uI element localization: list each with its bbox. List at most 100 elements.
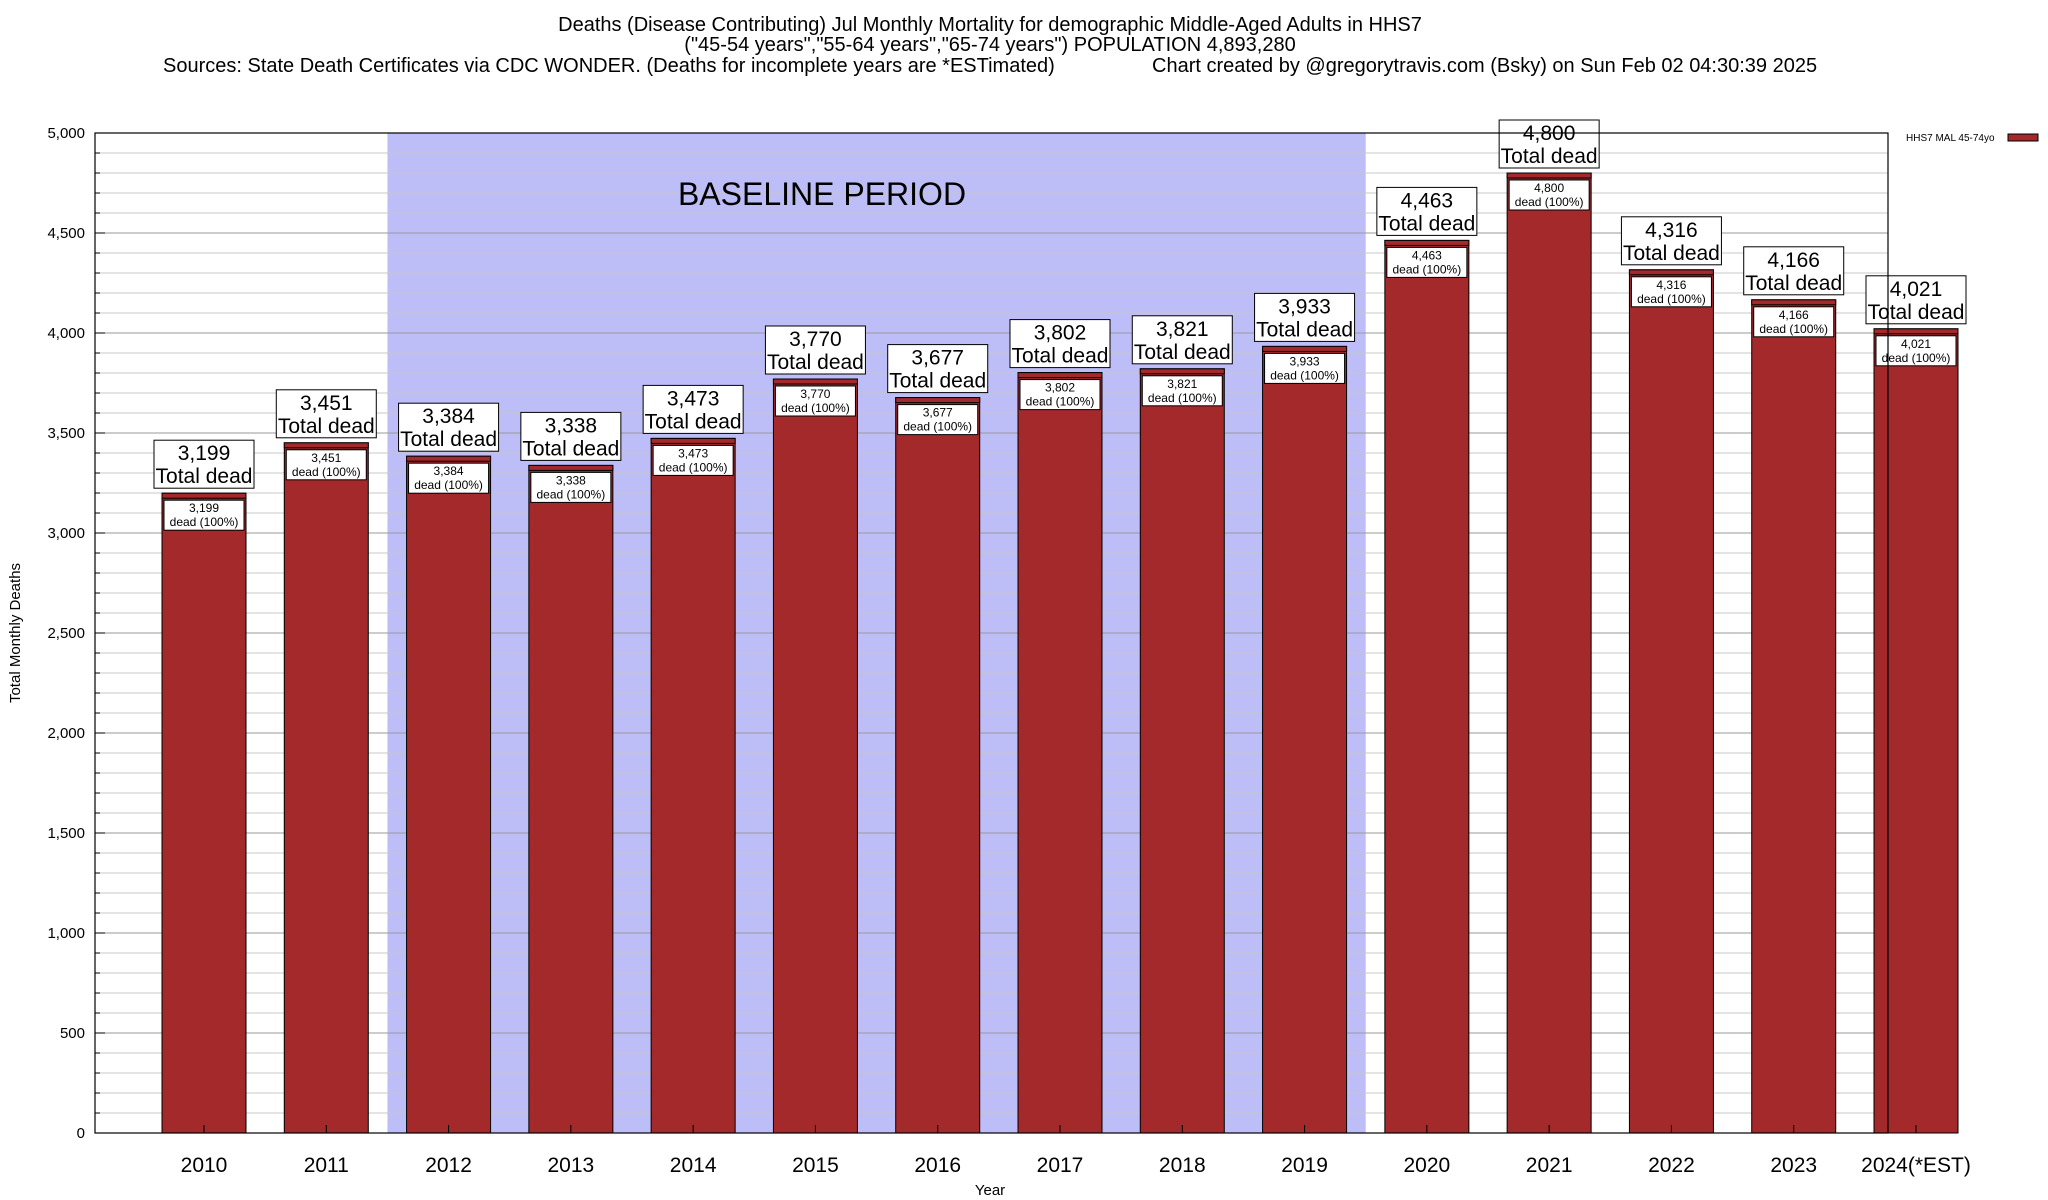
y-tick-label: 5,000 [47, 125, 85, 142]
bar [1017, 372, 1103, 1134]
bar-total-value: 3,821 [1156, 318, 1209, 341]
x-tick-label: 2010 [181, 1154, 228, 1177]
bar-total-value: 4,463 [1401, 189, 1454, 212]
x-axis-label: Year [975, 1182, 1005, 1199]
bar-inner-value: 3,677 [923, 406, 953, 420]
bar [772, 378, 858, 1134]
bar-inner-label-box [897, 404, 979, 436]
bar [1262, 345, 1348, 1134]
bar-cap [1384, 239, 1470, 246]
bar-inner-value: 3,933 [1290, 354, 1320, 368]
bar-total-label-box [1254, 292, 1356, 342]
bar-inner-label-box [1630, 276, 1712, 308]
x-tick-label: 2018 [1159, 1154, 1206, 1177]
bar-total-text: Total dead [889, 370, 986, 393]
bar-cap [1751, 299, 1837, 306]
bar-inner-share: dead (100%) [1392, 262, 1461, 276]
bar-cap [1873, 328, 1959, 335]
bar-total-text: Total dead [522, 437, 619, 460]
bar-cap [895, 397, 981, 404]
bar-inner-value: 3,384 [434, 464, 464, 478]
bar-inner-label-box [1875, 335, 1957, 367]
bar [283, 442, 369, 1134]
bar-total-text: Total dead [278, 415, 375, 438]
chart-title: Deaths (Disease Contributing) Jul Monthl… [558, 14, 1422, 36]
bar-inner-value: 3,821 [1167, 377, 1197, 391]
bar-inner-label-box [163, 499, 245, 531]
bar-total-text: Total dead [1501, 145, 1598, 168]
y-tick-label: 4,500 [47, 225, 85, 242]
bar-total-text: Total dead [156, 465, 253, 488]
bar [895, 397, 981, 1134]
bar-inner-share: dead (100%) [1515, 195, 1584, 209]
y-tick-label: 3,500 [47, 425, 85, 442]
bar-total-text: Total dead [1256, 318, 1353, 341]
bar-total-value: 3,451 [300, 392, 353, 415]
bar [1751, 299, 1837, 1134]
y-tick-label: 3,000 [47, 525, 85, 542]
bar-total-value: 3,473 [667, 387, 720, 410]
bar-cap [772, 378, 858, 385]
y-tick-label: 4,000 [47, 325, 85, 342]
bar [650, 437, 736, 1134]
legend-entry-label: HHS7 MAL 45-74yo [1906, 133, 1995, 144]
bar-total-text: Total dead [400, 428, 497, 451]
x-tick-label: 2021 [1526, 1154, 1573, 1177]
x-tick-label: 2012 [425, 1154, 472, 1177]
bar-inner-value: 4,316 [1656, 278, 1686, 292]
y-tick-label: 2,000 [47, 725, 85, 742]
bar-inner-share: dead (100%) [1882, 351, 1951, 365]
baseline-period-label: BASELINE PERIOD [678, 176, 966, 212]
bar-inner-value: 3,802 [1045, 381, 1075, 395]
bar-inner-value: 4,800 [1534, 181, 1564, 195]
bar-inner-share: dead (100%) [781, 401, 850, 415]
bar-total-label-box [1009, 319, 1111, 369]
bar-total-value: 3,338 [545, 414, 598, 437]
bar-total-label-box [1865, 275, 1967, 325]
bar-inner-label-box [1264, 352, 1346, 384]
bar-inner-share: dead (100%) [1637, 292, 1706, 306]
x-tick-label: 2019 [1281, 1154, 1328, 1177]
bar-total-value: 3,933 [1278, 295, 1331, 318]
y-tick-label: 500 [60, 1025, 85, 1042]
bar-inner-label-box [774, 385, 856, 417]
bar-total-value: 4,021 [1890, 278, 1943, 301]
bar [528, 464, 614, 1134]
bar-cap [406, 455, 492, 462]
x-tick-label: 2013 [547, 1154, 594, 1177]
bar-total-label-box [1376, 186, 1478, 236]
bar-total-text: Total dead [767, 351, 864, 374]
bar-cap [1262, 345, 1348, 352]
chart-subtitle: ("45-54 years","55-64 years","65-74 year… [684, 34, 1295, 56]
bar-inner-value: 4,463 [1412, 248, 1442, 262]
plot-frame [94, 132, 1889, 1134]
bar-total-text: Total dead [1012, 345, 1109, 368]
bar-inner-share: dead (100%) [903, 420, 972, 434]
bar-inner-value: 3,338 [556, 473, 586, 487]
bar [1506, 172, 1592, 1134]
bar [1628, 269, 1714, 1134]
bar-total-label-box [764, 325, 866, 375]
chart-credit: Chart created by @gregorytravis.com (Bsk… [1152, 55, 1817, 77]
bar [1384, 239, 1470, 1134]
bar-total-label-box [642, 384, 744, 434]
bar [1139, 368, 1225, 1134]
bar-inner-share: dead (100%) [536, 487, 605, 501]
x-tick-label: 2011 [304, 1154, 349, 1177]
bar-inner-value: 3,473 [678, 446, 708, 460]
y-tick-label: 0 [77, 1125, 85, 1142]
bar-total-label-box [1620, 216, 1722, 266]
x-tick-label: 2015 [792, 1154, 839, 1177]
bar-cap [283, 442, 369, 449]
chart-sources: Sources: State Death Certificates via CD… [163, 55, 1055, 77]
bar-total-label-box [887, 344, 989, 394]
bar-inner-label-box [1141, 375, 1223, 407]
bar-total-label-box [153, 439, 255, 489]
bar-inner-value: 4,166 [1779, 308, 1809, 322]
bar-cap [1506, 172, 1592, 179]
plot-area: BASELINE PERIOD 0 500 1,000 1,500 2,000 2,500 3… [7, 119, 2039, 1199]
bar-cap [1139, 368, 1225, 375]
x-tick-label: 2016 [914, 1154, 961, 1177]
bar-cap [1628, 269, 1714, 276]
bar-total-text: Total dead [1868, 301, 1965, 324]
